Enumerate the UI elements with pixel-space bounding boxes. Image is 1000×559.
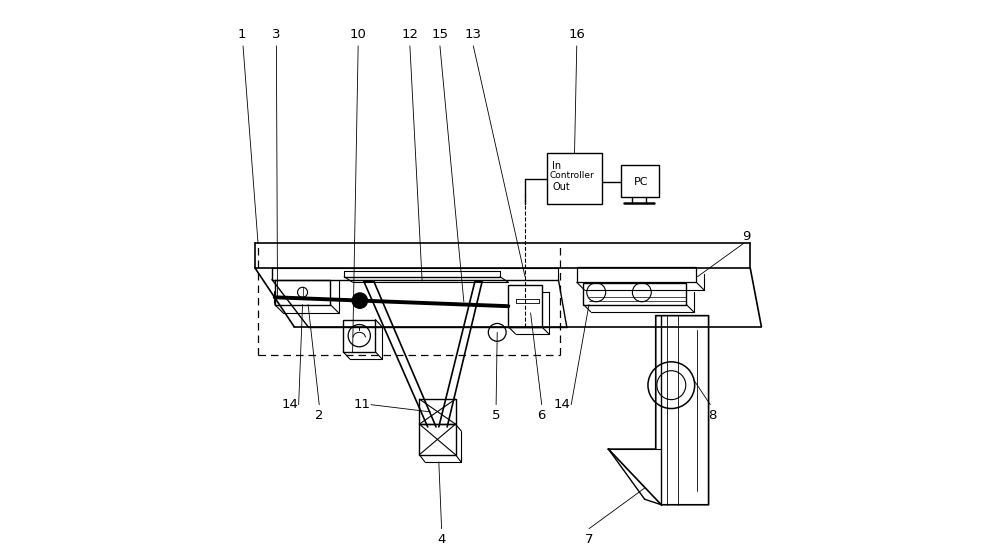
Text: 2: 2 bbox=[315, 409, 323, 422]
Bar bbox=[419, 424, 456, 454]
Text: PC: PC bbox=[633, 177, 648, 187]
Text: 13: 13 bbox=[465, 29, 482, 41]
Text: 1: 1 bbox=[238, 29, 246, 41]
Text: 7: 7 bbox=[585, 533, 593, 546]
Text: 15: 15 bbox=[431, 29, 448, 41]
Text: 14: 14 bbox=[281, 398, 298, 411]
Text: Controller: Controller bbox=[550, 171, 594, 180]
Text: 8: 8 bbox=[708, 409, 717, 422]
Bar bbox=[508, 285, 542, 327]
Text: In: In bbox=[552, 161, 561, 171]
Text: Out: Out bbox=[552, 182, 570, 192]
Bar bbox=[577, 267, 696, 282]
Bar bbox=[583, 283, 686, 305]
Text: 3: 3 bbox=[272, 29, 281, 41]
Bar bbox=[419, 399, 456, 424]
Text: 16: 16 bbox=[568, 29, 585, 41]
Text: 5: 5 bbox=[492, 409, 500, 422]
Text: 14: 14 bbox=[554, 398, 571, 411]
Text: 12: 12 bbox=[401, 29, 418, 41]
Text: 9: 9 bbox=[742, 230, 750, 243]
Text: 11: 11 bbox=[354, 398, 371, 411]
Text: 10: 10 bbox=[350, 29, 367, 41]
Bar bbox=[621, 165, 659, 197]
Bar bbox=[547, 153, 602, 205]
Text: 6: 6 bbox=[538, 409, 546, 422]
Text: 4: 4 bbox=[437, 533, 446, 546]
Circle shape bbox=[352, 293, 368, 309]
Bar bbox=[343, 320, 375, 352]
